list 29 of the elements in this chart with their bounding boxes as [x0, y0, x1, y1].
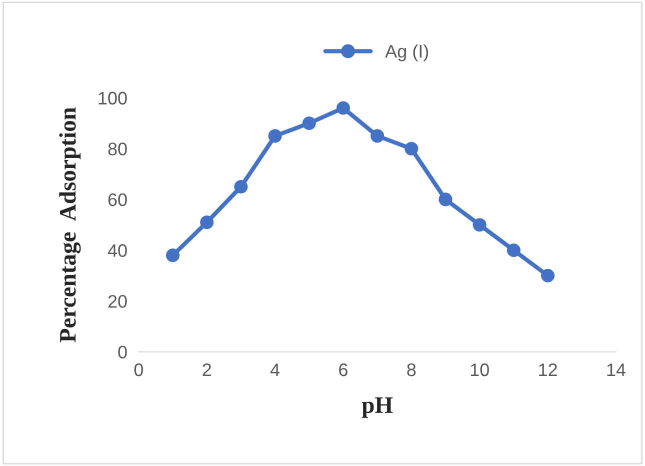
x-tick-label: 2 [202, 363, 211, 376]
point [200, 216, 214, 230]
x-axis-title: pH [362, 397, 393, 418]
point [506, 243, 520, 258]
legend-label: Ag (I) [385, 44, 428, 62]
point [370, 129, 384, 143]
point [404, 142, 418, 156]
y-tick-label: 20 [108, 294, 127, 308]
x-tick-label: 14 [607, 364, 626, 376]
x-tick-label: 4 [270, 364, 280, 376]
point [166, 248, 180, 262]
x-tick-label: 0 [134, 363, 143, 376]
point [234, 180, 248, 194]
x-tick-label: 10 [470, 363, 489, 376]
point [336, 101, 350, 115]
point [541, 268, 555, 282]
x-tick-label: 8 [407, 363, 416, 376]
y-axis-title: Percentage Adsorption [59, 107, 81, 342]
y-tick-label: 40 [108, 244, 127, 257]
point [268, 129, 282, 143]
point [438, 192, 452, 206]
y-tick-label: 100 [98, 92, 127, 105]
y-tick-label: 0 [118, 346, 127, 359]
x-tick-label: 6 [339, 363, 348, 376]
y-tick-label: 80 [108, 142, 127, 156]
x-tick-label: 12 [539, 363, 557, 376]
point [302, 116, 316, 130]
y-tick-label: 60 [108, 193, 127, 206]
point [472, 218, 486, 232]
